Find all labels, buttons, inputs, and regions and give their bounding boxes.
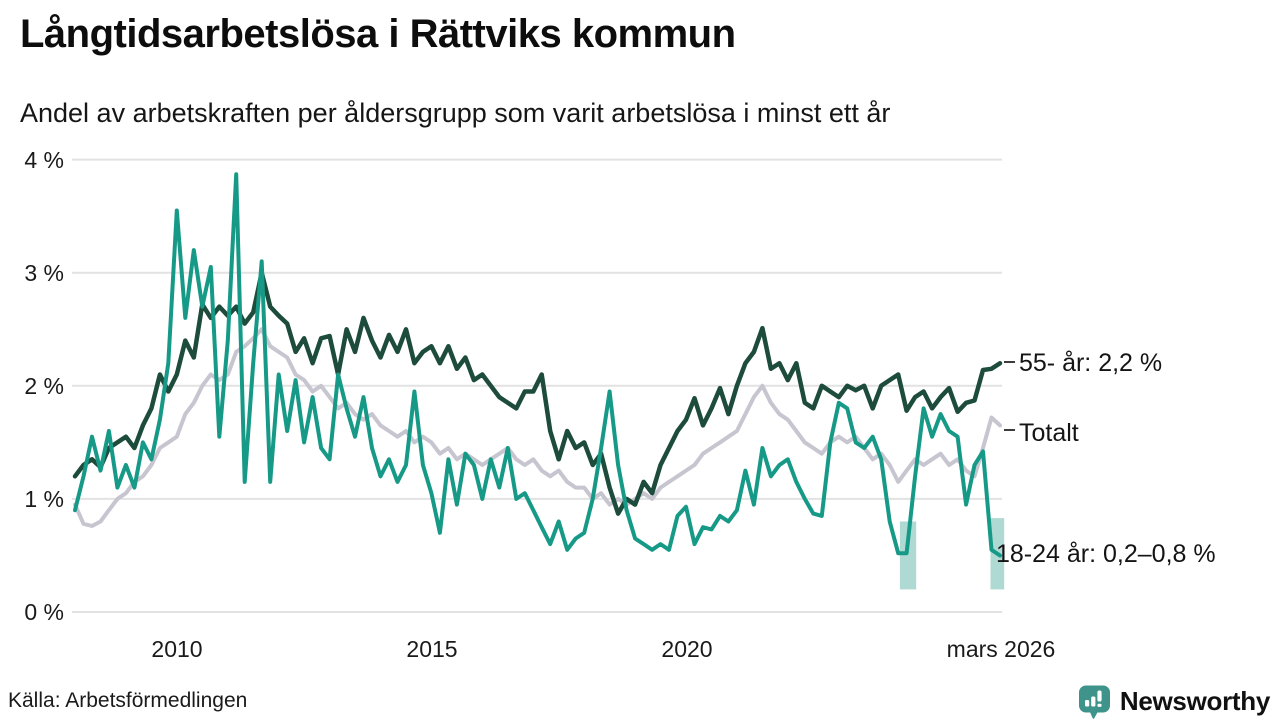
y-axis: 4 % 3 % 2 % 1 % 0 % — [24, 147, 64, 625]
x-tick-2015: 2015 — [406, 636, 457, 662]
newsworthy-icon — [1078, 685, 1110, 719]
series-end-labels: 55- år: 2,2 % Totalt 18-24 år: 0,2–0,8 % — [996, 349, 1216, 568]
y-tick-2: 2 % — [24, 373, 64, 399]
x-axis: 2010 2015 2020 mars 2026 — [151, 636, 1055, 662]
y-tick-0: 0 % — [24, 599, 64, 625]
chart-subtitle: Andel av arbetskraften per åldersgrupp s… — [20, 98, 891, 128]
series-lines — [72, 172, 1003, 558]
uncertainty-band-1 — [899, 521, 917, 590]
end-label-totalt: Totalt — [1019, 419, 1079, 447]
y-tick-1: 1 % — [24, 486, 64, 512]
end-label-18-24-ar: 18-24 år: 0,2–0,8 % — [996, 540, 1216, 568]
x-tick-2020: 2020 — [661, 636, 712, 662]
x-tick-2010: 2010 — [151, 636, 202, 662]
source-note: Källa: Arbetsförmedlingen — [8, 689, 248, 712]
series-line-18-24-ar — [73, 172, 1002, 558]
x-tick-mars-2026: mars 2026 — [947, 636, 1056, 662]
newsworthy-wordmark: Newsworthy — [1119, 685, 1270, 716]
y-tick-4: 4 % — [24, 147, 64, 173]
end-label-55-ar: 55- år: 2,2 % — [1019, 349, 1162, 377]
page-title: Långtidsarbetslösa i Rättviks kommun — [20, 12, 736, 56]
newsworthy-logo: Newsworthy — [1076, 682, 1270, 720]
series-line-totalt — [73, 327, 1002, 528]
y-tick-3: 3 % — [24, 260, 64, 286]
